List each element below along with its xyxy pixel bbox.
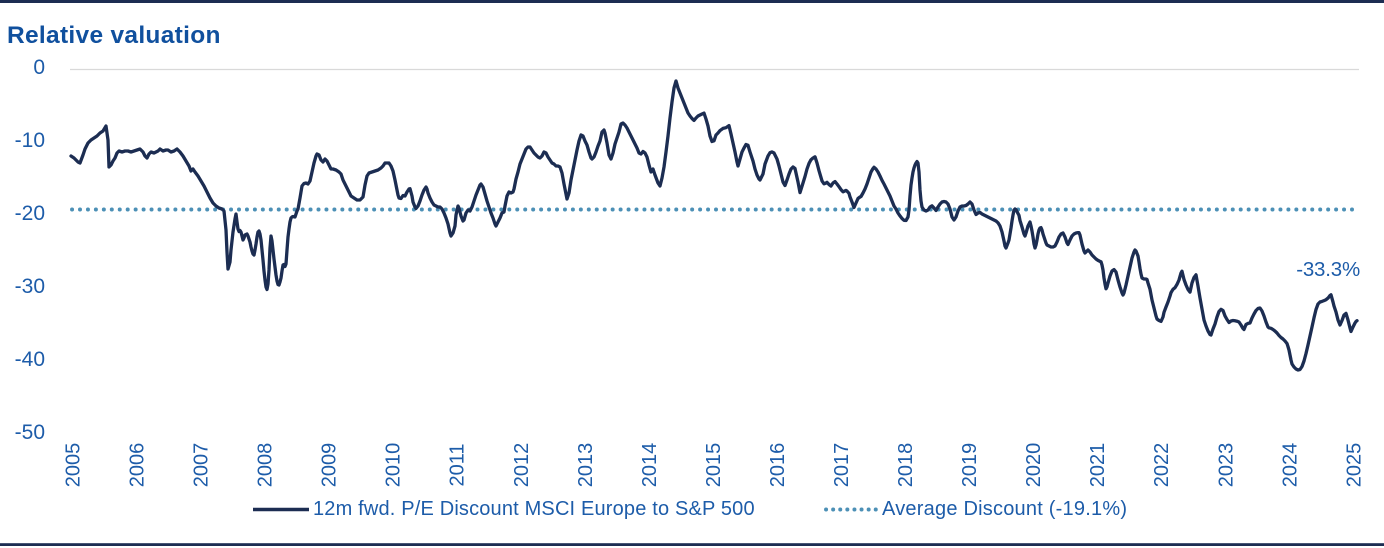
svg-text:2010: 2010 <box>383 443 405 488</box>
svg-text:2016: 2016 <box>767 443 789 488</box>
svg-text:2005: 2005 <box>62 443 84 488</box>
svg-text:2025: 2025 <box>1343 443 1365 488</box>
svg-text:2006: 2006 <box>126 443 148 488</box>
svg-text:Relative valuation: Relative valuation <box>7 22 221 49</box>
svg-text:-30: -30 <box>15 275 45 298</box>
svg-text:2007: 2007 <box>191 443 213 488</box>
svg-text:-33.3%: -33.3% <box>1296 258 1360 281</box>
svg-text:12m fwd. P/E Discount MSCI Eur: 12m fwd. P/E Discount MSCI Europe to S&P… <box>313 498 755 520</box>
svg-text:2013: 2013 <box>575 443 597 488</box>
svg-text:2012: 2012 <box>511 443 533 488</box>
svg-text:2014: 2014 <box>639 443 661 488</box>
svg-text:2019: 2019 <box>959 443 981 488</box>
svg-text:2011: 2011 <box>447 443 469 486</box>
svg-text:2024: 2024 <box>1279 443 1301 488</box>
svg-text:2009: 2009 <box>319 443 341 488</box>
svg-text:Average Discount (-19.1%): Average Discount (-19.1%) <box>882 498 1127 520</box>
svg-text:-10: -10 <box>15 129 45 152</box>
svg-text:2015: 2015 <box>703 443 725 488</box>
svg-text:0: 0 <box>33 56 45 79</box>
svg-text:-50: -50 <box>15 421 45 444</box>
svg-text:2017: 2017 <box>831 443 853 488</box>
svg-text:-20: -20 <box>15 202 45 225</box>
svg-text:2020: 2020 <box>1023 443 1045 488</box>
svg-text:2018: 2018 <box>895 443 917 488</box>
svg-text:2021: 2021 <box>1087 443 1109 488</box>
svg-text:-40: -40 <box>15 348 45 371</box>
svg-text:2022: 2022 <box>1151 443 1173 488</box>
svg-text:2008: 2008 <box>255 443 277 488</box>
svg-text:2023: 2023 <box>1215 443 1237 488</box>
